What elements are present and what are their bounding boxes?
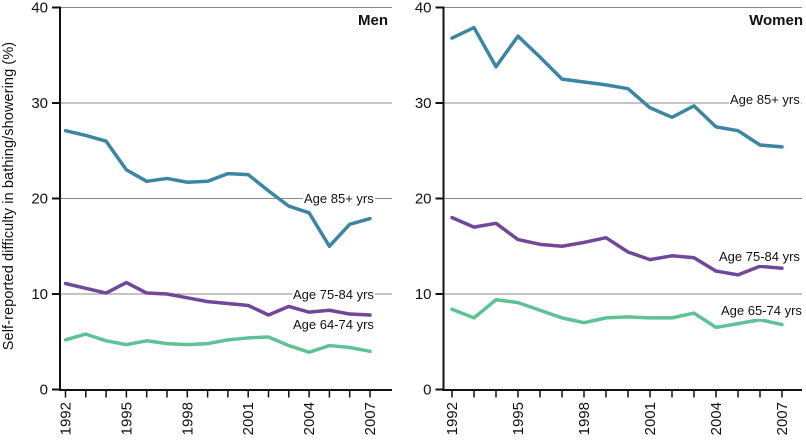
y-tick-label: 20: [415, 191, 432, 208]
y-axis-title: Self-reported difficulty in bathing/show…: [1, 41, 17, 351]
y-tick-label: 40: [31, 0, 48, 17]
x-tick-label: 1998: [576, 402, 593, 435]
x-tick-label: 2007: [362, 402, 379, 435]
y-tick-label: 30: [31, 95, 48, 112]
series-label-women-85plus: Age 85+ yrs: [729, 92, 801, 108]
x-tick-label: 1998: [179, 402, 196, 435]
series-label-women-65-74: Age 65-74 yrs: [720, 303, 803, 319]
y-tick-label: 10: [415, 286, 432, 303]
series-label-women-75-84: Age 75-84 yrs: [718, 249, 801, 265]
x-tick-label: 2001: [240, 402, 257, 435]
panel-title-women: Women: [749, 12, 803, 29]
x-tick-label: 1992: [58, 402, 75, 435]
panel-title-men: Men: [358, 12, 388, 29]
series-label-men-75-84: Age 75-84 yrs: [292, 287, 375, 303]
y-tick-label: 30: [415, 95, 432, 112]
series-line-age-85-yrs: [63, 128, 372, 248]
y-tick-label: 20: [31, 191, 48, 208]
series-line-age-65-74-yrs: [450, 297, 784, 330]
x-tick-label: 2004: [301, 402, 318, 435]
series-line-age-75-84-yrs: [450, 215, 784, 277]
y-tick-label: 0: [423, 382, 431, 399]
x-tick-label: 1995: [118, 402, 135, 435]
x-tick-label: 1995: [510, 402, 527, 435]
series-line-age-85-yrs: [450, 25, 784, 149]
series-label-men-85plus: Age 85+ yrs: [303, 191, 375, 207]
series-line-age-75-84-yrs: [63, 280, 372, 317]
x-tick-label: 2001: [642, 402, 659, 435]
y-tick-label: 10: [31, 286, 48, 303]
x-tick-label: 2007: [774, 402, 791, 435]
series-line-age-64-74-yrs: [63, 332, 372, 355]
y-tick-label: 40: [415, 0, 432, 17]
x-tick-label: 1992: [444, 402, 461, 435]
x-tick-label: 2004: [708, 402, 725, 435]
y-tick-label: 0: [40, 382, 48, 399]
series-label-men-64-74: Age 64-74 yrs: [292, 317, 375, 333]
